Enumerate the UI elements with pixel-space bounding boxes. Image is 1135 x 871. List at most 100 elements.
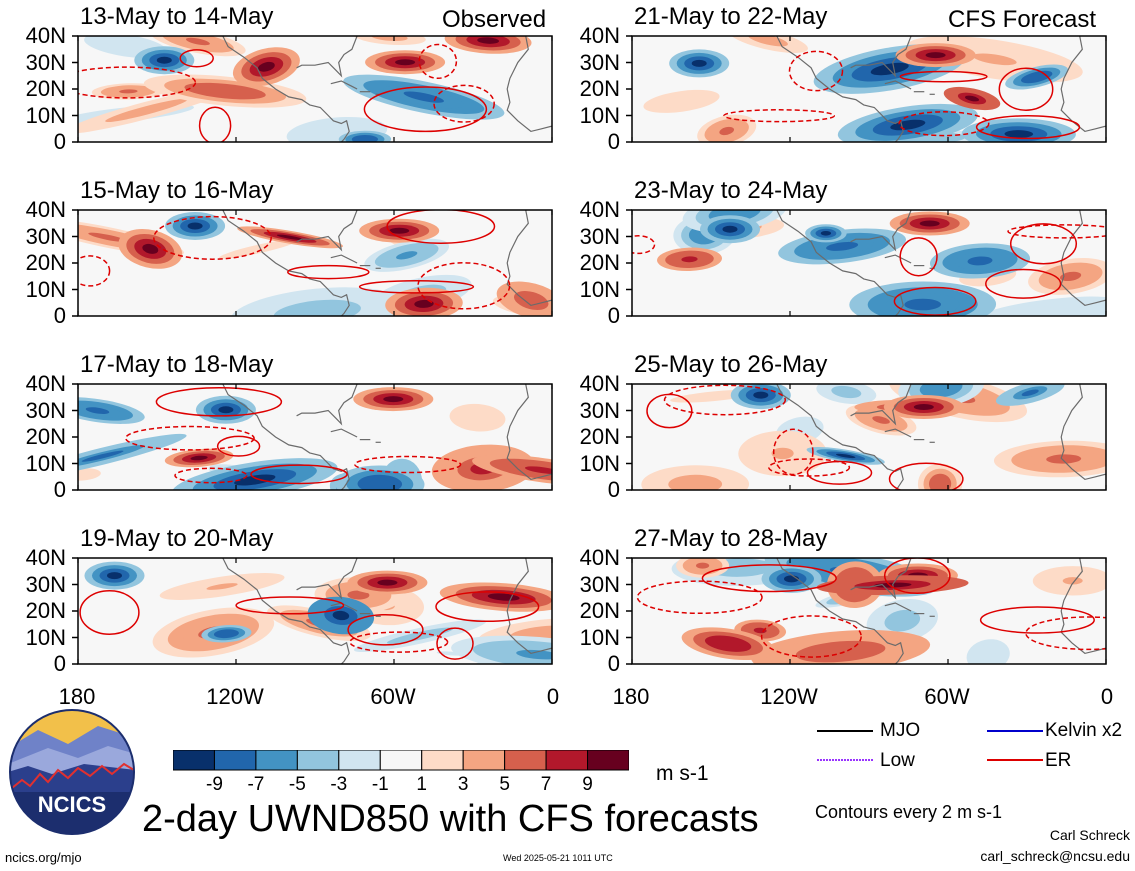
y-tick-label: 10N — [579, 450, 620, 476]
er-contour — [179, 49, 214, 68]
colorbar-swatch — [421, 750, 464, 771]
observed-label: Observed — [442, 6, 547, 33]
er-contour — [883, 558, 951, 595]
legend-er-label: ER — [1045, 750, 1072, 771]
coast-island — [330, 602, 358, 612]
colorbar-swatch — [296, 750, 340, 771]
y-tick-label: 20N — [579, 424, 620, 449]
er-contour — [632, 235, 656, 255]
er-contour — [235, 596, 345, 615]
er-contour — [788, 50, 844, 92]
coast-africa — [506, 558, 552, 655]
y-tick-label: 20N — [579, 598, 620, 623]
colorbar-swatch — [504, 750, 547, 771]
er-contour — [216, 435, 261, 457]
x-tick-label: 0 — [1100, 684, 1114, 709]
coast-africa — [506, 210, 552, 307]
er-contour — [806, 460, 873, 485]
er-contour — [1025, 616, 1106, 651]
er-contour — [979, 606, 1095, 634]
colorbar-swatch — [213, 750, 257, 771]
coast-gulf — [850, 210, 912, 252]
er-contour — [1007, 224, 1106, 239]
footer-author: Carl Schreck — [1049, 827, 1130, 843]
colorbar-label: 7 — [540, 774, 552, 795]
map-panel — [72, 209, 553, 317]
coast-americas — [222, 36, 350, 142]
coast-gulf — [850, 36, 912, 78]
er-contour — [418, 43, 458, 80]
map-panel — [626, 209, 1107, 317]
legend-low-label: Low — [880, 750, 915, 771]
legend-lines-right — [987, 730, 1043, 761]
forecast-label: CFS Forecast — [948, 6, 1097, 33]
y-tick-label: 20N — [579, 250, 620, 275]
er-contour — [723, 109, 836, 123]
y-tick-label: 40N — [25, 545, 66, 570]
coast-americas — [776, 384, 904, 490]
coast-island — [884, 80, 912, 90]
y-tick-label: 30N — [579, 397, 620, 423]
legend-kelvin-label: Kelvin x2 — [1045, 720, 1123, 741]
colorbar-label: 3 — [457, 774, 469, 795]
coast-island — [330, 428, 358, 438]
y-tick-label: 0 — [607, 651, 620, 676]
map-panel — [626, 557, 1107, 665]
y-tick-label: 20N — [579, 76, 620, 101]
panel-title: 19-May to 20-May — [80, 525, 274, 552]
map-panel — [72, 383, 553, 491]
er-contour — [433, 84, 495, 123]
y-tick-label: 10N — [25, 624, 66, 650]
er-contour — [1009, 223, 1078, 265]
map-panel — [72, 557, 553, 665]
er-contour — [998, 67, 1054, 111]
y-tick-label: 10N — [25, 102, 66, 128]
coast-gulf — [850, 558, 912, 600]
er-contour — [174, 467, 248, 484]
coast-americas — [776, 558, 904, 664]
er-contour — [153, 215, 272, 260]
er-contour — [985, 268, 1062, 299]
coast-gulf — [296, 210, 358, 252]
colorbar-label: 9 — [582, 774, 593, 795]
coast-africa — [1060, 210, 1106, 307]
er-contour — [155, 386, 283, 417]
y-tick-label: 30N — [25, 397, 66, 423]
y-tick-label: 30N — [25, 223, 66, 249]
er-contour — [124, 425, 255, 451]
coast-gulf — [296, 36, 358, 78]
colorbar-unit: m s-1 — [656, 762, 709, 785]
panel-title: 27-May to 28-May — [634, 525, 828, 552]
er-contour — [701, 564, 837, 593]
er-contour — [354, 455, 462, 474]
coast-gulf — [296, 558, 358, 600]
coast-africa — [1060, 36, 1106, 133]
y-tick-label: 30N — [25, 49, 66, 75]
coast-africa — [1060, 384, 1106, 481]
er-contour — [899, 70, 988, 83]
er-contour — [436, 627, 474, 660]
coast-africa — [506, 384, 552, 481]
footer-url: ncics.org/mjo — [5, 850, 82, 865]
y-tick-label: 10N — [579, 276, 620, 302]
y-tick-label: 0 — [53, 129, 66, 154]
map-panel — [626, 35, 1107, 143]
er-contour — [287, 264, 370, 280]
coast-americas — [222, 210, 350, 316]
panel-title: 15-May to 16-May — [80, 177, 274, 204]
x-tick-label: 60W — [924, 684, 970, 709]
er-contour — [975, 115, 1081, 140]
y-tick-label: 30N — [25, 571, 66, 597]
panel-title: 17-May to 18-May — [80, 351, 274, 378]
er-contour — [898, 111, 990, 137]
er-contour — [760, 615, 862, 658]
colorbar — [173, 750, 629, 771]
y-tick-label: 40N — [25, 371, 66, 396]
er-contour — [347, 613, 424, 646]
y-tick-label: 40N — [579, 197, 620, 222]
er-contour — [386, 210, 496, 244]
figure-title: 2-day UWND850 with CFS forecasts — [142, 798, 759, 840]
coast-africa — [506, 36, 552, 133]
er-contour — [349, 631, 449, 653]
coast-americas — [776, 210, 904, 316]
